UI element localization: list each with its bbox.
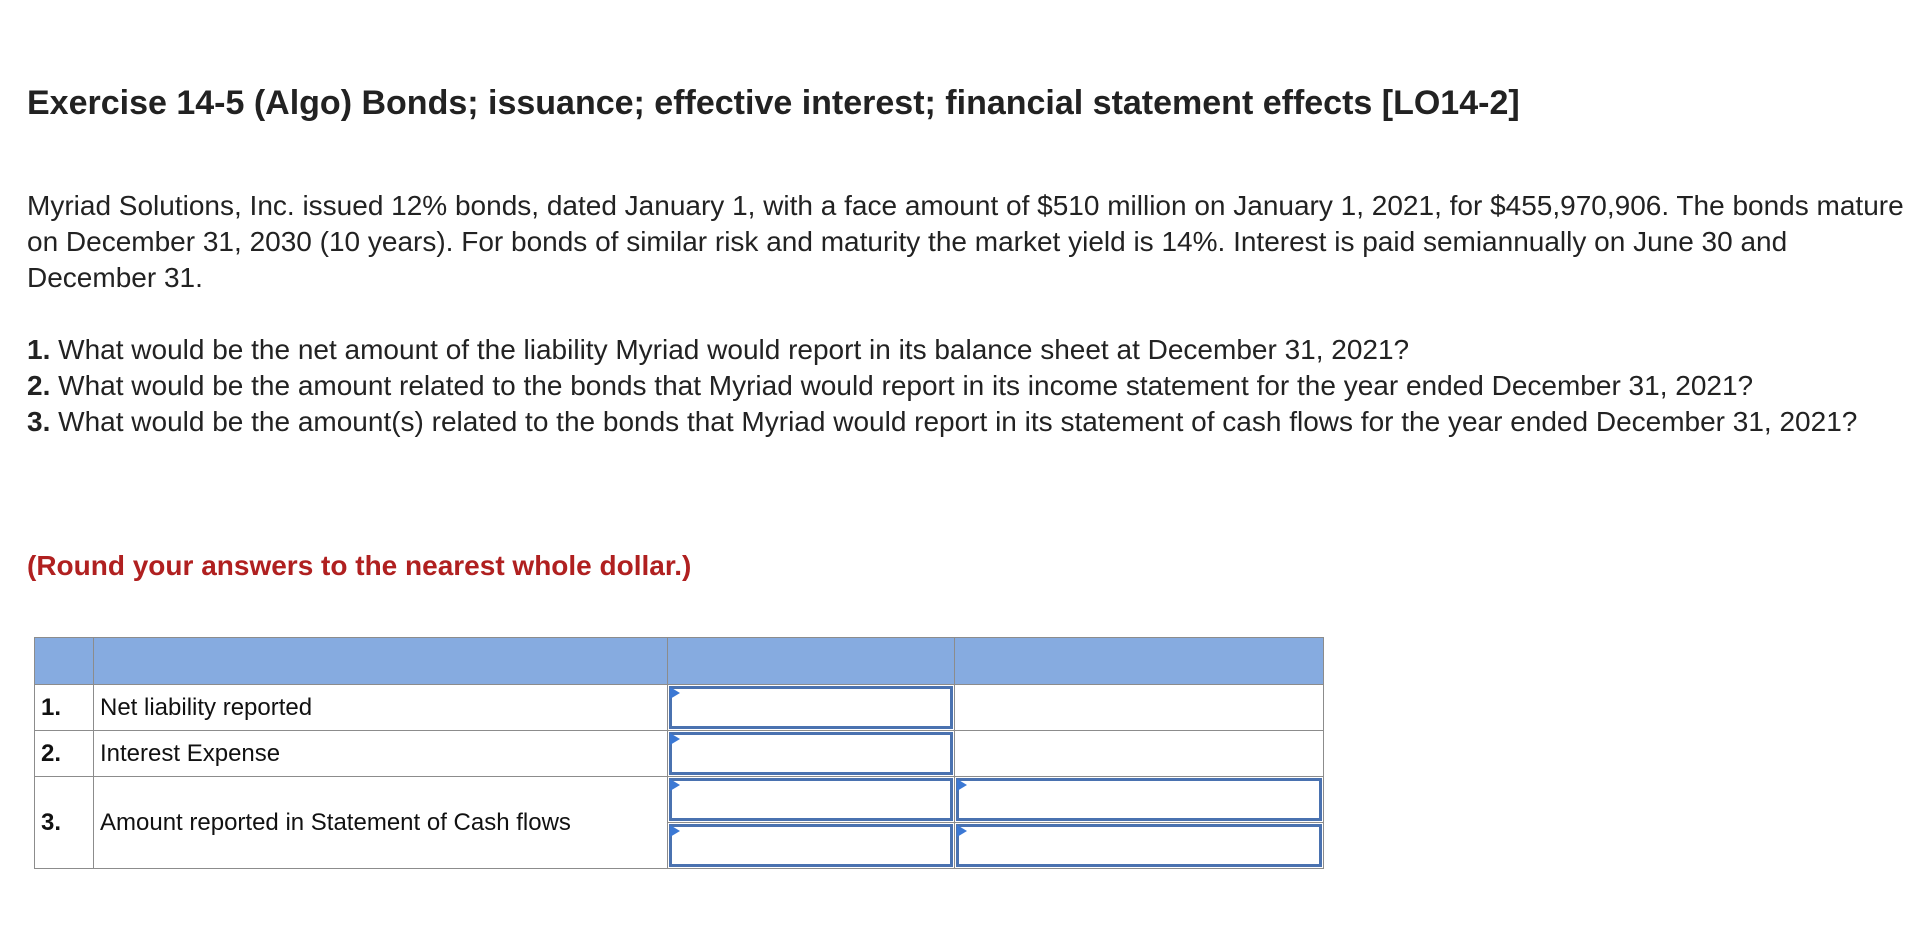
question-2: 2. What would be the amount related to t… xyxy=(27,368,1907,404)
empty-cell xyxy=(954,730,1324,777)
header-cell xyxy=(954,637,1324,685)
table-row xyxy=(35,822,1324,869)
net-liability-cell xyxy=(667,684,955,731)
cash-flow-amount-cell xyxy=(667,776,955,823)
cash-flow-amount-input-2[interactable] xyxy=(959,781,1319,818)
question-number: 3. xyxy=(27,406,51,437)
row-number: 3. xyxy=(34,776,94,869)
header-cell xyxy=(93,637,668,685)
interest-expense-input[interactable] xyxy=(672,735,950,772)
exercise-title: Exercise 14-5 (Algo) Bonds; issuance; ef… xyxy=(27,84,1520,122)
rounding-instruction: (Round your answers to the nearest whole… xyxy=(27,550,692,581)
question-text: What would be the net amount of the liab… xyxy=(58,334,1410,365)
net-liability-input[interactable] xyxy=(672,689,950,726)
row-number: 1. xyxy=(34,684,94,731)
input-border xyxy=(669,824,953,867)
header-cell xyxy=(667,637,955,685)
interest-expense-cell xyxy=(667,730,955,777)
cash-flow-amount-input-1[interactable] xyxy=(672,781,950,818)
question-number: 1. xyxy=(27,334,51,365)
table-row: 3. Amount reported in Statement of Cash … xyxy=(34,776,1324,869)
table-row: 2. Interest Expense xyxy=(34,730,1324,777)
answer-table-header xyxy=(34,637,1324,685)
row-label: Net liability reported xyxy=(93,684,668,731)
question-text: What would be the amount(s) related to t… xyxy=(58,406,1858,437)
cash-flow-amount-cell xyxy=(667,822,955,869)
question-1: 1. What would be the net amount of the l… xyxy=(27,332,1907,368)
input-border xyxy=(956,778,1322,821)
cash-flow-amount-input-4[interactable] xyxy=(959,827,1319,864)
problem-intro: Myriad Solutions, Inc. issued 12% bonds,… xyxy=(27,190,1904,293)
empty-cell xyxy=(954,684,1324,731)
cash-flow-amount-input-3[interactable] xyxy=(672,827,950,864)
cash-flow-amount-cell xyxy=(954,776,1324,823)
question-3: 3. What would be the amount(s) related t… xyxy=(27,404,1907,440)
input-border xyxy=(669,686,953,729)
row-label: Interest Expense xyxy=(93,730,668,777)
answer-table: 1. Net liability reported 2. Interest Ex… xyxy=(34,637,1324,869)
row-number: 2. xyxy=(34,730,94,777)
table-row: 1. Net liability reported xyxy=(34,684,1324,731)
question-number: 2. xyxy=(27,370,51,401)
question-list: 1. What would be the net amount of the l… xyxy=(27,332,1907,440)
header-cell xyxy=(34,637,94,685)
row-label: Amount reported in Statement of Cash flo… xyxy=(93,776,668,869)
input-border xyxy=(956,824,1322,867)
input-border xyxy=(669,778,953,821)
question-text: What would be the amount related to the … xyxy=(58,370,1754,401)
cash-flow-amount-cell xyxy=(954,822,1324,869)
input-border xyxy=(669,732,953,775)
